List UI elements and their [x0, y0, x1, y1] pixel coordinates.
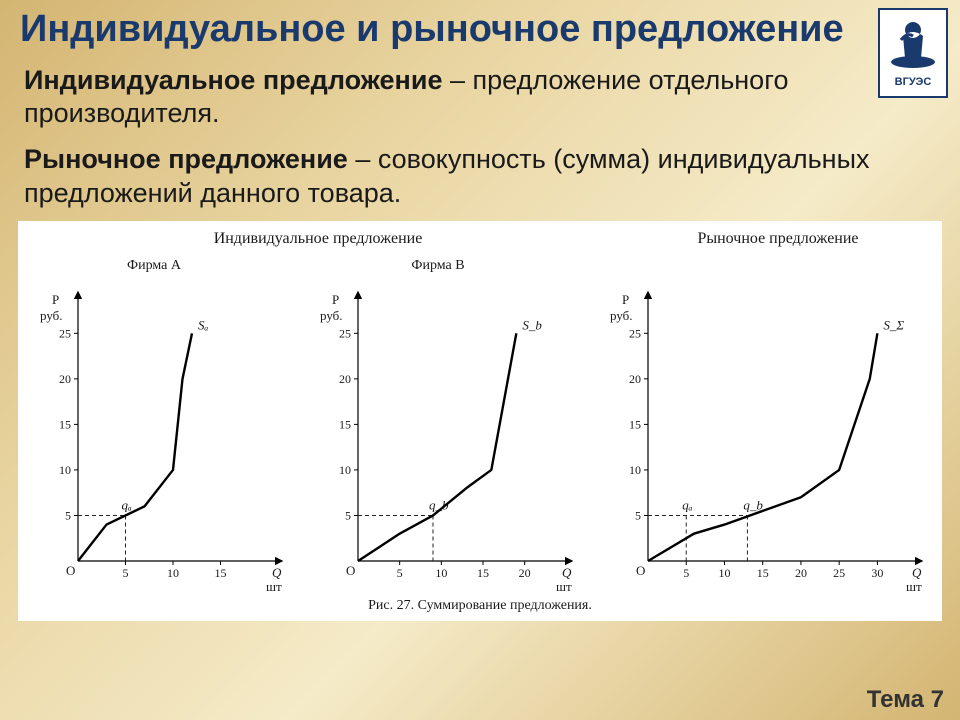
- svg-text:15: 15: [59, 417, 71, 431]
- definition-1: Индивидуальное предложение – предложение…: [0, 56, 960, 136]
- svg-text:15: 15: [629, 417, 641, 431]
- svg-text:q_b: q_b: [743, 497, 763, 512]
- svg-text:P: P: [332, 292, 339, 307]
- svg-text:Q: Q: [272, 565, 282, 580]
- charts-panel: Индивидуальное предложение Рыночное предл…: [18, 221, 942, 621]
- svg-text:20: 20: [519, 566, 531, 580]
- svg-text:10: 10: [167, 566, 179, 580]
- svg-text:15: 15: [757, 566, 769, 580]
- slide-title: Индивидуальное и рыночное предложение: [0, 0, 960, 56]
- svg-text:S_b: S_b: [522, 317, 542, 332]
- svg-text:qₐ: qₐ: [122, 497, 133, 512]
- definition-2: Рыночное предложение – совокупность (сум…: [0, 135, 960, 215]
- svg-text:руб.: руб.: [320, 308, 343, 323]
- svg-text:руб.: руб.: [610, 308, 633, 323]
- svg-text:25: 25: [339, 326, 351, 340]
- svg-text:5: 5: [683, 566, 689, 580]
- svg-text:25: 25: [833, 566, 845, 580]
- svg-text:5: 5: [345, 508, 351, 522]
- svg-text:5: 5: [65, 508, 71, 522]
- svg-text:О: О: [66, 563, 75, 578]
- svg-text:20: 20: [59, 372, 71, 386]
- svg-text:Q: Q: [912, 565, 922, 580]
- svg-text:Рис. 27. Суммирование предложе: Рис. 27. Суммирование предложения.: [368, 598, 592, 613]
- svg-text:10: 10: [718, 566, 730, 580]
- svg-text:P: P: [622, 292, 629, 307]
- svg-text:15: 15: [339, 417, 351, 431]
- svg-text:25: 25: [629, 326, 641, 340]
- svg-text:руб.: руб.: [40, 308, 63, 323]
- svg-text:10: 10: [629, 463, 641, 477]
- svg-text:шт: шт: [556, 579, 572, 594]
- svg-text:Рыночное предложение: Рыночное предложение: [697, 230, 858, 247]
- svg-text:Индивидуальное предложение: Индивидуальное предложение: [214, 230, 423, 247]
- logo-text: ВГУЭС: [895, 76, 932, 88]
- svg-text:Q: Q: [562, 565, 572, 580]
- svg-text:10: 10: [435, 566, 447, 580]
- svg-text:5: 5: [123, 566, 129, 580]
- svg-text:шт: шт: [906, 579, 922, 594]
- svg-text:15: 15: [477, 566, 489, 580]
- svg-text:О: О: [346, 563, 355, 578]
- def2-term: Рыночное предложение: [24, 144, 348, 174]
- slide-footer: Тема 7: [867, 686, 944, 714]
- svg-text:15: 15: [215, 566, 227, 580]
- svg-text:25: 25: [59, 326, 71, 340]
- svg-text:Sₐ: Sₐ: [198, 317, 209, 332]
- svg-text:20: 20: [339, 372, 351, 386]
- svg-text:шт: шт: [266, 579, 282, 594]
- svg-text:10: 10: [59, 463, 71, 477]
- svg-text:О: О: [636, 563, 645, 578]
- svg-text:5: 5: [397, 566, 403, 580]
- svg-text:S_Σ: S_Σ: [883, 317, 904, 332]
- svg-text:5: 5: [635, 508, 641, 522]
- def1-term: Индивидуальное предложение: [24, 65, 442, 95]
- svg-text:20: 20: [795, 566, 807, 580]
- svg-text:P: P: [52, 292, 59, 307]
- charts-svg: Индивидуальное предложение Рыночное предл…: [18, 221, 942, 621]
- svg-text:20: 20: [629, 372, 641, 386]
- logo-figure-icon: [885, 14, 941, 74]
- svg-text:Фирма B: Фирма B: [411, 258, 464, 273]
- svg-text:qₐ: qₐ: [682, 497, 693, 512]
- svg-text:30: 30: [871, 566, 883, 580]
- svg-text:10: 10: [339, 463, 351, 477]
- logo: ВГУЭС: [878, 8, 948, 98]
- svg-text:Фирма A: Фирма A: [127, 258, 182, 273]
